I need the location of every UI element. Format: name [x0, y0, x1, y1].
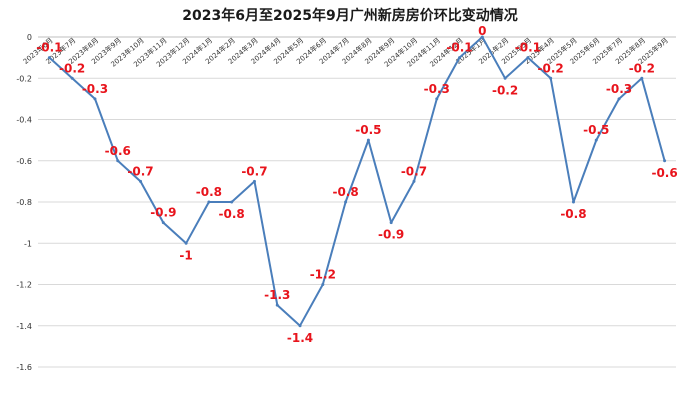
- y-tick-label: 0: [27, 33, 32, 42]
- data-label: -0.2: [492, 83, 518, 97]
- data-label: -0.2: [59, 61, 85, 75]
- data-point: [412, 179, 416, 183]
- data-label: -0.5: [583, 123, 609, 137]
- data-label: -0.7: [241, 164, 267, 178]
- data-point: [480, 35, 484, 39]
- data-point: [344, 200, 348, 204]
- gridlines: [38, 36, 676, 368]
- y-tick-label: -1.6: [16, 363, 32, 372]
- y-tick-label: -0.2: [16, 74, 32, 83]
- data-point: [663, 159, 667, 163]
- data-point: [161, 221, 165, 225]
- data-point: [230, 200, 234, 204]
- y-tick-label: -0.4: [16, 116, 32, 125]
- data-label: -0.6: [105, 144, 131, 158]
- data-label: -1.2: [310, 268, 336, 282]
- data-point: [526, 56, 530, 60]
- data-label: -0.1: [515, 41, 541, 55]
- data-point: [640, 76, 644, 80]
- data-label: -1.3: [264, 288, 290, 302]
- data-point: [252, 179, 256, 183]
- data-point: [617, 97, 621, 101]
- data-label: -0.8: [196, 185, 222, 199]
- data-point: [93, 97, 97, 101]
- data-point: [298, 324, 302, 328]
- data-point: [503, 76, 507, 80]
- data-label: -0.7: [127, 164, 153, 178]
- data-label: -0.2: [629, 61, 655, 75]
- x-axis-ticks: 2023年6月2023年7月2023年8月2023年9月2023年10月2023…: [21, 36, 670, 69]
- data-point: [594, 138, 598, 142]
- y-tick-label: -1: [24, 239, 32, 248]
- data-point: [116, 159, 120, 163]
- data-label: -0.1: [446, 41, 472, 55]
- data-label: -0.3: [606, 82, 632, 96]
- data-point: [435, 97, 439, 101]
- data-label: -0.2: [538, 61, 564, 75]
- data-point: [47, 56, 51, 60]
- data-label: -0.8: [219, 207, 245, 221]
- data-label: -0.3: [82, 82, 108, 96]
- data-labels: -0.1 -0.2 -0.3 -0.6 -0.7 -0.9 -1 -0.8 -0.8 -0.7 -1…: [36, 24, 677, 345]
- data-point: [70, 76, 74, 80]
- y-tick-label: -1.4: [16, 322, 32, 331]
- y-tick-label: -0.8: [16, 198, 32, 207]
- chart-title: 2023年6月至2025年9月广州新房房价环比变动情况: [182, 7, 517, 24]
- data-point: [275, 303, 279, 307]
- data-label: -0.1: [36, 41, 62, 55]
- data-label: -0.9: [378, 228, 404, 242]
- data-point: [366, 138, 370, 142]
- data-label: 0: [478, 24, 486, 38]
- series-line: [48, 36, 666, 327]
- data-label: -1.4: [287, 331, 313, 345]
- data-label: -0.8: [560, 207, 586, 221]
- data-point: [321, 283, 325, 286]
- data-point: [549, 76, 553, 80]
- series: [47, 35, 667, 328]
- data-point: [139, 179, 143, 183]
- data-point: [207, 200, 211, 204]
- data-label: -0.6: [651, 166, 677, 180]
- data-point: [389, 221, 393, 225]
- data-label: -0.7: [401, 164, 427, 178]
- data-point: [458, 56, 462, 60]
- data-label: -0.8: [332, 185, 358, 199]
- data-label: -0.5: [355, 123, 381, 137]
- data-label: -1: [179, 248, 192, 262]
- y-tick-label: -1.2: [16, 281, 32, 290]
- data-label: -0.9: [150, 206, 176, 220]
- data-label: -0.3: [424, 82, 450, 96]
- y-axis-ticks: 0 -0.2 -0.4 -0.6 -0.8 -1 -1.2 -1.4 -1.6: [16, 33, 32, 372]
- data-point: [184, 241, 188, 245]
- data-point: [571, 200, 575, 204]
- y-tick-label: -0.6: [16, 157, 32, 166]
